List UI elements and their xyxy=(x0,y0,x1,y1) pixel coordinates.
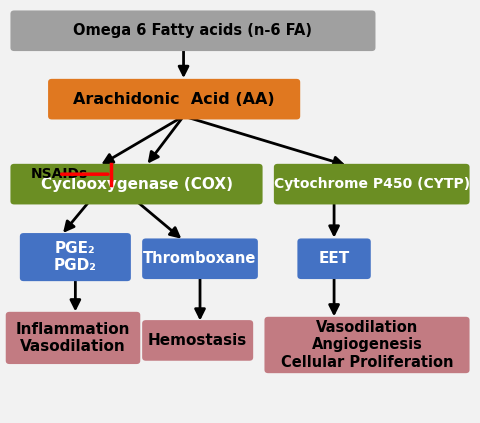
Text: Cytochrome P450 (CYTP): Cytochrome P450 (CYTP) xyxy=(274,177,470,191)
FancyBboxPatch shape xyxy=(11,164,263,204)
FancyBboxPatch shape xyxy=(6,312,140,364)
FancyBboxPatch shape xyxy=(274,164,469,204)
Text: Hemostasis: Hemostasis xyxy=(148,333,247,348)
FancyBboxPatch shape xyxy=(142,239,258,279)
FancyBboxPatch shape xyxy=(11,11,375,51)
Text: Arachidonic  Acid (AA): Arachidonic Acid (AA) xyxy=(73,92,275,107)
Text: Inflammation
Vasodilation: Inflammation Vasodilation xyxy=(16,322,130,354)
FancyBboxPatch shape xyxy=(298,239,371,279)
Text: Cyclooxygenase (COX): Cyclooxygenase (COX) xyxy=(40,177,232,192)
FancyBboxPatch shape xyxy=(142,320,253,361)
FancyBboxPatch shape xyxy=(48,79,300,119)
FancyBboxPatch shape xyxy=(20,233,131,281)
Text: EET: EET xyxy=(318,251,350,266)
Text: Thromboxane: Thromboxane xyxy=(144,251,257,266)
Text: Vasodilation
Angiogenesis
Cellular Proliferation: Vasodilation Angiogenesis Cellular Proli… xyxy=(281,320,453,370)
Text: Omega 6 Fatty acids (n-6 FA): Omega 6 Fatty acids (n-6 FA) xyxy=(73,23,312,38)
Text: NSAIDs: NSAIDs xyxy=(31,167,88,181)
FancyBboxPatch shape xyxy=(264,317,469,373)
Text: PGE₂
PGD₂: PGE₂ PGD₂ xyxy=(54,241,97,273)
